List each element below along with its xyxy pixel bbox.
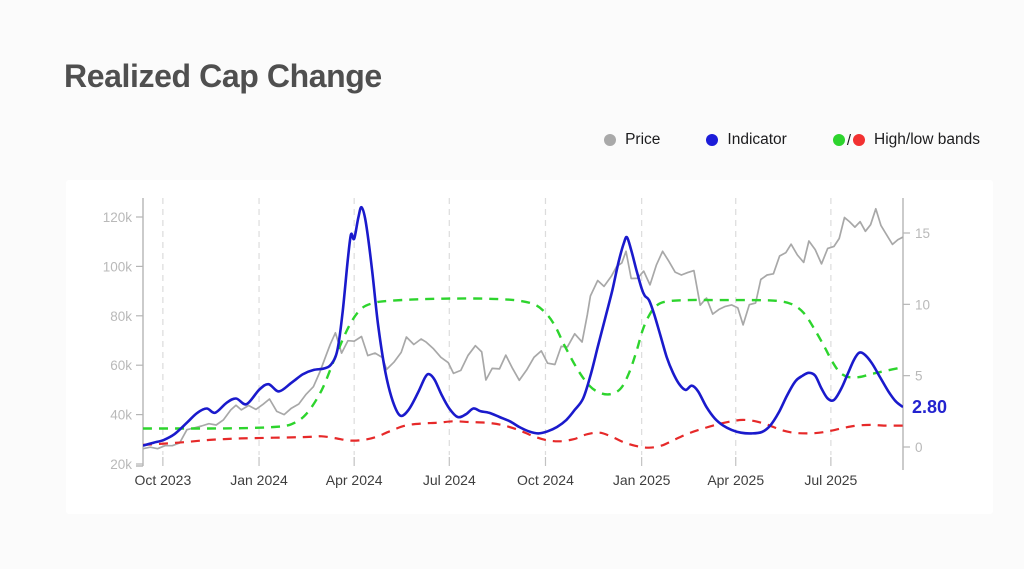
series-price — [143, 207, 903, 450]
svg-text:0: 0 — [915, 440, 923, 455]
svg-text:Apr 2024: Apr 2024 — [326, 472, 383, 488]
low-band-legend-dot-icon — [853, 134, 866, 146]
price-legend-dot-icon — [604, 134, 617, 146]
svg-text:10: 10 — [915, 297, 930, 312]
legend-item-price[interactable]: Price — [604, 131, 660, 149]
series-low-band — [143, 418, 903, 449]
legend-item-indicator[interactable]: Indicator — [706, 131, 787, 149]
high-band-legend-dot-icon — [832, 134, 845, 146]
svg-text:Jan 2025: Jan 2025 — [613, 472, 671, 488]
svg-text:Jul 2025: Jul 2025 — [804, 472, 857, 488]
chart-legend: Price Indicator / High/low bands — [604, 131, 980, 149]
page-title: Realized Cap Change — [64, 58, 382, 94]
svg-text:20k: 20k — [110, 457, 132, 472]
indicator-legend-dot-icon — [706, 134, 719, 146]
svg-text:Jul 2024: Jul 2024 — [423, 472, 476, 488]
svg-text:15: 15 — [915, 226, 930, 241]
series-high-band — [143, 297, 903, 430]
band-legend-dots: / — [832, 131, 866, 149]
svg-text:5: 5 — [915, 369, 923, 384]
legend-indicator-label: Indicator — [727, 131, 787, 148]
legend-item-bands[interactable]: / High/low bands — [832, 131, 980, 149]
legend-price-label: Price — [625, 131, 661, 148]
series-indicator — [143, 205, 903, 447]
svg-text:100k: 100k — [103, 259, 133, 274]
legend-bands-label: High/low bands — [874, 131, 980, 148]
svg-text:60k: 60k — [110, 358, 132, 373]
svg-text:80k: 80k — [110, 309, 132, 324]
svg-text:Jan 2024: Jan 2024 — [230, 472, 288, 488]
svg-text:40k: 40k — [110, 408, 132, 423]
chart-card — [66, 180, 993, 514]
svg-text:Oct 2023: Oct 2023 — [134, 472, 191, 488]
svg-text:Apr 2025: Apr 2025 — [707, 472, 764, 488]
band-separator: / — [846, 131, 852, 149]
indicator-current-value-label: 2.80 — [912, 397, 947, 417]
svg-text:Oct 2024: Oct 2024 — [517, 472, 574, 488]
svg-text:120k: 120k — [103, 210, 133, 225]
